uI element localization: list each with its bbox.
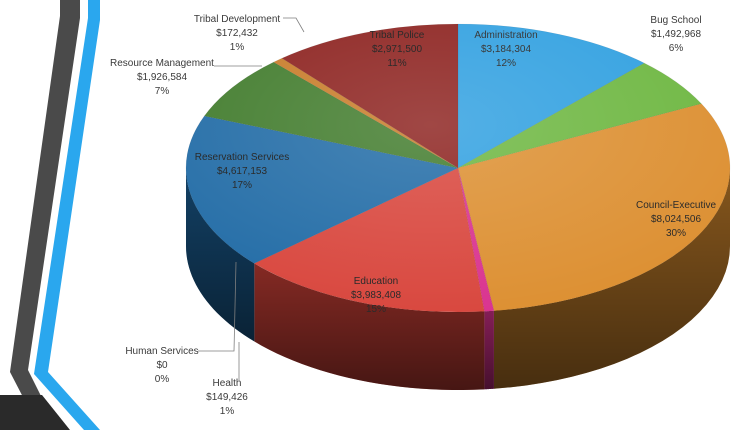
slice-percent-human-services: 0% <box>155 374 170 385</box>
slice-amount-resource-management: $1,926,584 <box>137 72 187 83</box>
decorative-stripes <box>0 0 100 430</box>
slice-amount-human-services: $0 <box>156 360 168 371</box>
slice-label-bug-school: Bug School $1,492,968 6% <box>650 15 701 54</box>
slice-label-tribal-police: Tribal Police <box>370 30 425 41</box>
stripe-blue <box>34 0 100 430</box>
slice-label-human-services: Human Services $0 0% <box>125 346 198 385</box>
slice-amount-reservation-services: $4,617,153 <box>217 166 267 177</box>
slice-label-reservation-services: Reservation Services $4,617,153 17% <box>195 152 289 191</box>
pie-slices <box>185 23 731 313</box>
pie-gloss <box>186 24 730 312</box>
slice-label-tribal-development: Tribal Development <box>194 14 281 25</box>
slice-label-education: Education $3,983,408 15% <box>351 276 401 315</box>
slice-percent-administration: 12% <box>496 58 516 69</box>
slice-label-council-executive: Council-Executive $8,024,506 30% <box>636 200 716 239</box>
slice-label-human-services: Human Services <box>125 346 198 357</box>
slice-label-health: Health <box>213 378 242 389</box>
pie-side-shade-health <box>484 310 494 390</box>
leader-line-tribal-development <box>283 17 305 33</box>
pie-side-shade-reservation-services <box>186 168 255 342</box>
leader-line-human-services <box>198 261 237 352</box>
slice-label-resource-management: Resource Management $1,926,584 7% <box>110 58 214 97</box>
slice-label-tribal-police: Tribal Police $2,971,500 11% <box>370 30 425 69</box>
slice-label-reservation-services: Reservation Services <box>195 152 289 163</box>
pie-sides <box>186 168 730 390</box>
slice-label-bug-school: Bug School <box>650 15 701 26</box>
slice-amount-council-executive: $8,024,506 <box>651 214 701 225</box>
leader-lines <box>198 17 305 380</box>
slice-percent-reservation-services: 17% <box>232 180 252 191</box>
slice-label-administration: Administration <box>474 30 537 41</box>
slice-percent-council-executive: 30% <box>666 228 686 239</box>
slice-amount-tribal-development: $172,432 <box>216 28 258 39</box>
slice-label-administration: Administration $3,184,304 12% <box>474 30 537 69</box>
pie-side-shade-education <box>254 263 485 390</box>
stripe-gray <box>10 0 80 430</box>
slice-label-health: Health $149,426 1% <box>206 378 248 417</box>
slice-percent-bug-school: 6% <box>669 43 684 54</box>
slice-percent-health: 1% <box>220 406 235 417</box>
slice-label-tribal-development: Tribal Development $172,432 1% <box>194 14 281 53</box>
slice-label-education: Education <box>354 276 398 287</box>
slice-amount-education: $3,983,408 <box>351 290 401 301</box>
slice-amount-health: $149,426 <box>206 392 248 403</box>
slice-amount-tribal-police: $2,971,500 <box>372 44 422 55</box>
slice-amount-bug-school: $1,492,968 <box>651 29 701 40</box>
slice-percent-resource-management: 7% <box>155 86 170 97</box>
slice-percent-tribal-police: 11% <box>387 58 406 69</box>
slice-labels: Administration $3,184,304 12% Bug School $1,… <box>110 14 716 417</box>
slice-label-council-executive: Council-Executive <box>636 200 716 211</box>
slice-label-resource-management: Resource Management <box>110 58 214 69</box>
slice-amount-administration: $3,184,304 <box>481 44 531 55</box>
slice-percent-education: 15% <box>366 304 386 315</box>
pie-side-shade-council-executive <box>493 168 730 389</box>
stripe-dark-corner <box>0 395 70 430</box>
slice-percent-tribal-development: 1% <box>230 42 245 53</box>
